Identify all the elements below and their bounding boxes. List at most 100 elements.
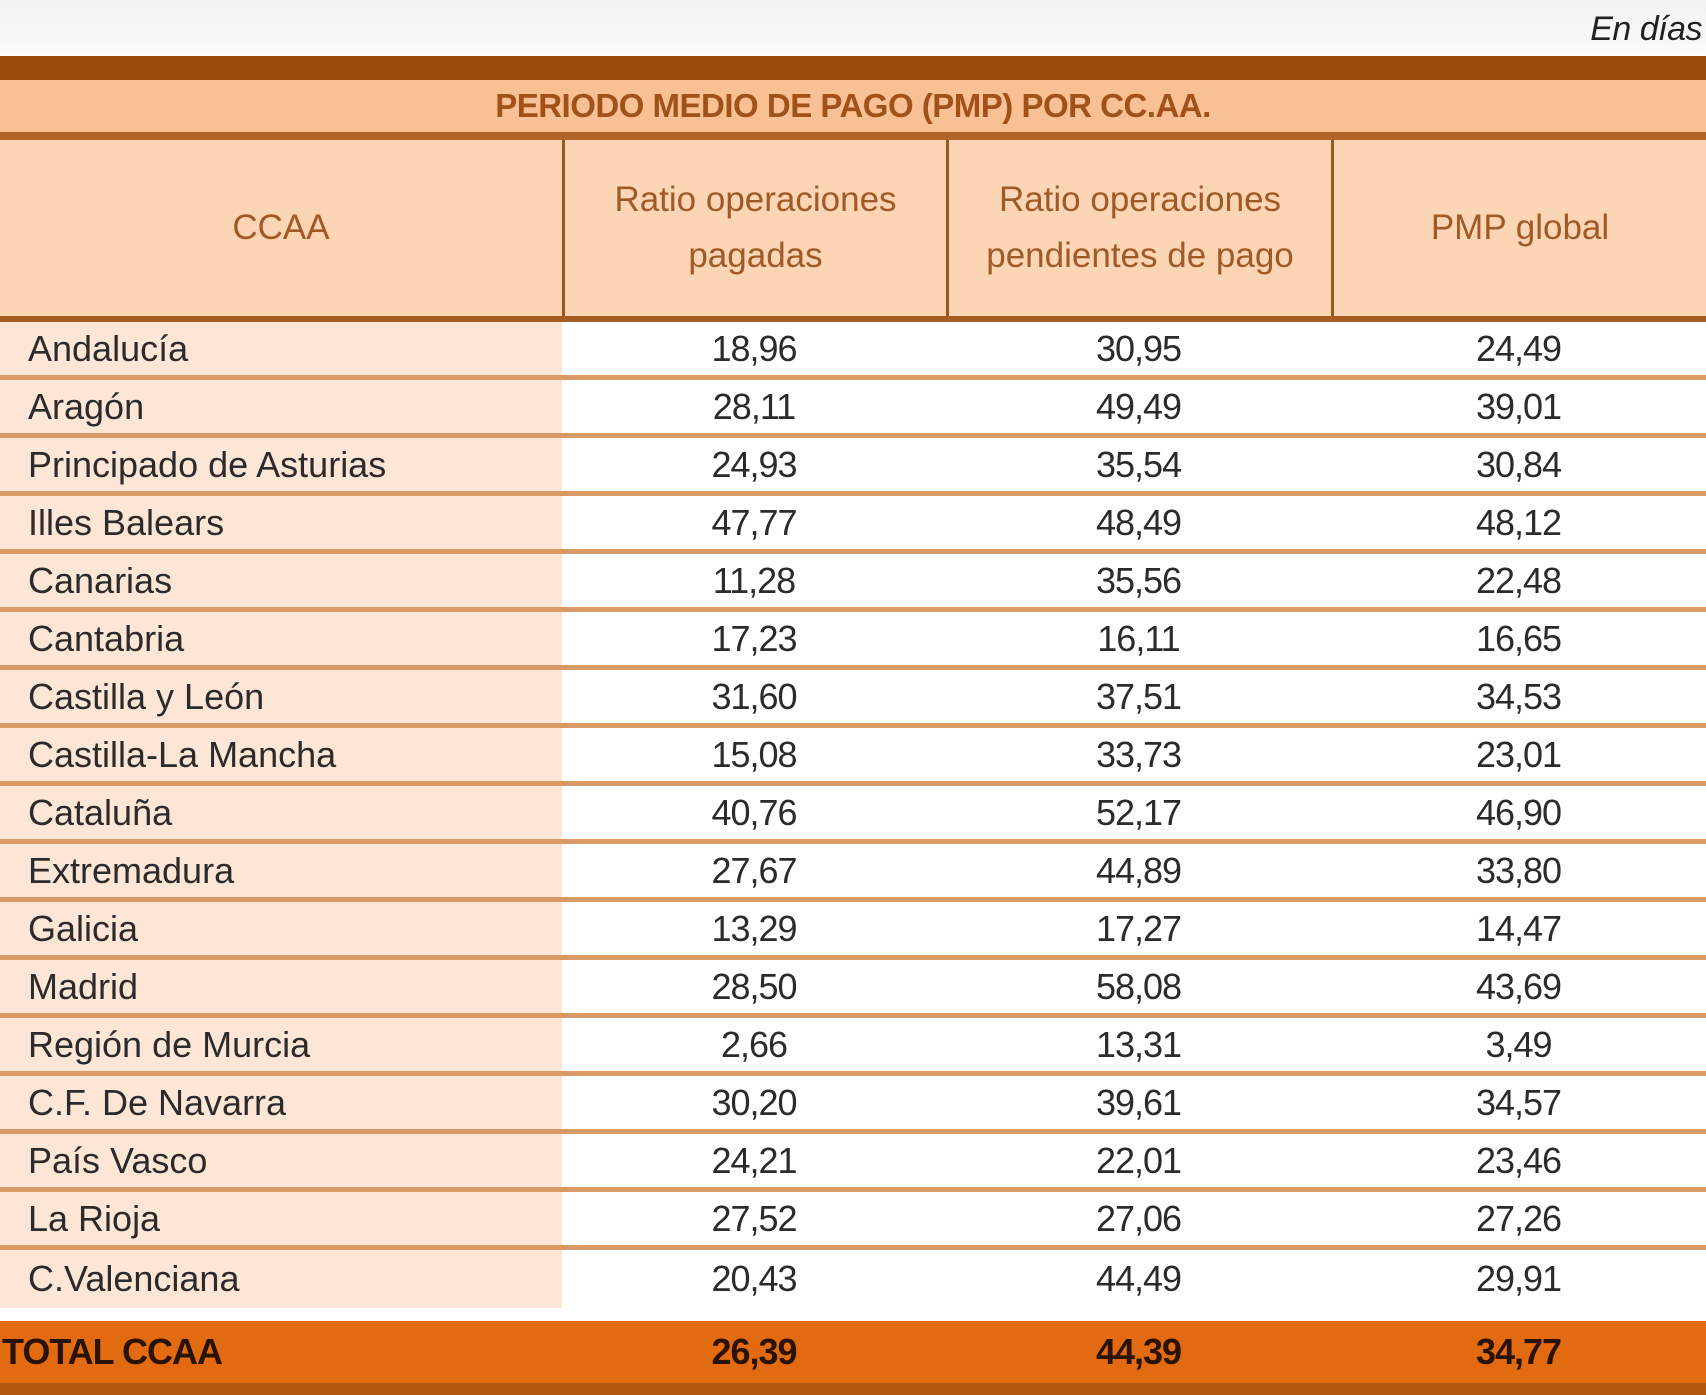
cell-pendientes: 49,49 [946, 380, 1331, 433]
cell-ccaa: Galicia [0, 902, 562, 955]
cell-ccaa: Castilla y León [0, 670, 562, 723]
header-ccaa: CCAA [232, 208, 330, 247]
cell-ccaa: Cantabria [0, 612, 562, 665]
cell-pmp: 16,65 [1331, 612, 1706, 665]
cell-pagadas: 47,77 [562, 496, 946, 549]
cell-pagadas: 27,52 [562, 1192, 946, 1245]
bottom-dark-band [0, 1383, 1706, 1395]
cell-pagadas: 2,66 [562, 1018, 946, 1071]
cell-pagadas: 13,29 [562, 902, 946, 955]
cell-pagadas: 28,11 [562, 380, 946, 433]
cell-pmp: 33,80 [1331, 844, 1706, 897]
cell-ccaa: País Vasco [0, 1134, 562, 1187]
table-body: Andalucía 18,96 30,95 24,49 Aragón 28,11 49,4… [0, 322, 1706, 1308]
cell-pmp: 23,46 [1331, 1134, 1706, 1187]
header-pmp-global: PMP global [1331, 140, 1706, 316]
cell-pmp: 23,01 [1331, 728, 1706, 781]
cell-pagadas: 24,21 [562, 1134, 946, 1187]
cell-pagadas: 11,28 [562, 554, 946, 607]
cell-ccaa: Canarias [0, 554, 562, 607]
cell-pmp: 29,91 [1331, 1250, 1706, 1308]
cell-pagadas: 24,93 [562, 438, 946, 491]
cell-pendientes: 16,11 [946, 612, 1331, 665]
table-row: Illes Balears 47,77 48,49 48,12 [0, 496, 1706, 554]
total-pendientes: 44,39 [1095, 1331, 1182, 1372]
total-pagadas: 26,39 [711, 1331, 797, 1372]
table-title-row: PERIODO MEDIO DE PAGO (PMP) POR CC.AA. [0, 80, 1706, 132]
total-label: TOTAL CCAA [2, 1331, 223, 1372]
top-dark-band [0, 56, 1706, 80]
cell-pmp: 34,57 [1331, 1076, 1706, 1129]
units-label: En días [1590, 10, 1702, 48]
table-row: Castilla-La Mancha 15,08 33,73 23,01 [0, 728, 1706, 786]
table-row: Aragón 28,11 49,49 39,01 [0, 380, 1706, 438]
header-ratio-pendientes: Ratio operaciones pendientes de pago [946, 140, 1331, 316]
cell-pagadas: 15,08 [562, 728, 946, 781]
cell-pmp: 27,26 [1331, 1192, 1706, 1245]
table-header-row: CCAA Ratio operaciones pagadas Ratio ope… [0, 140, 1706, 316]
header-separator [0, 316, 1706, 322]
cell-pendientes: 35,54 [946, 438, 1331, 491]
cell-pagadas: 17,23 [562, 612, 946, 665]
cell-pmp: 24,49 [1331, 322, 1706, 375]
cell-ccaa: Extremadura [0, 844, 562, 897]
table-row: Canarias 11,28 35,56 22,48 [0, 554, 1706, 612]
table-row: Castilla y León 31,60 37,51 34,53 [0, 670, 1706, 728]
cell-pendientes: 58,08 [946, 960, 1331, 1013]
cell-pmp: 14,47 [1331, 902, 1706, 955]
cell-pendientes: 37,51 [946, 670, 1331, 723]
cell-pendientes: 17,27 [946, 902, 1331, 955]
cell-pendientes: 52,17 [946, 786, 1331, 839]
cell-pendientes: 44,89 [946, 844, 1331, 897]
cell-ccaa: Madrid [0, 960, 562, 1013]
table-row: Galicia 13,29 17,27 14,47 [0, 902, 1706, 960]
cell-pmp: 46,90 [1331, 786, 1706, 839]
cell-pendientes: 44,49 [946, 1250, 1331, 1308]
table-row: Andalucía 18,96 30,95 24,49 [0, 322, 1706, 380]
cell-pagadas: 18,96 [562, 322, 946, 375]
header-ratio-pagadas: Ratio operaciones pagadas [562, 140, 946, 316]
cell-pmp: 34,53 [1331, 670, 1706, 723]
cell-ccaa: C.F. De Navarra [0, 1076, 562, 1129]
cell-pagadas: 31,60 [562, 670, 946, 723]
cell-pmp: 22,48 [1331, 554, 1706, 607]
table-row: Principado de Asturias 24,93 35,54 30,84 [0, 438, 1706, 496]
cell-pendientes: 48,49 [946, 496, 1331, 549]
cell-ccaa: Illes Balears [0, 496, 562, 549]
cell-pendientes: 30,95 [946, 322, 1331, 375]
cell-pmp: 39,01 [1331, 380, 1706, 433]
cell-pagadas: 40,76 [562, 786, 946, 839]
table-row: Cataluña 40,76 52,17 46,90 [0, 786, 1706, 844]
cell-ccaa: Andalucía [0, 322, 562, 375]
table-row: Región de Murcia 2,66 13,31 3,49 [0, 1018, 1706, 1076]
table-row: Extremadura 27,67 44,89 33,80 [0, 844, 1706, 902]
total-row: TOTAL CCAA 26,39 44,39 34,77 [0, 1321, 1706, 1383]
cell-pendientes: 27,06 [946, 1192, 1331, 1245]
table-row: C.F. De Navarra 30,20 39,61 34,57 [0, 1076, 1706, 1134]
table-row: La Rioja 27,52 27,06 27,26 [0, 1192, 1706, 1250]
title-separator [0, 132, 1706, 140]
table-row: País Vasco 24,21 22,01 23,46 [0, 1134, 1706, 1192]
top-band [0, 0, 1706, 56]
cell-pendientes: 33,73 [946, 728, 1331, 781]
cell-pmp: 30,84 [1331, 438, 1706, 491]
cell-ccaa: Región de Murcia [0, 1018, 562, 1071]
cell-pmp: 48,12 [1331, 496, 1706, 549]
cell-pmp: 3,49 [1331, 1018, 1706, 1071]
cell-pagadas: 28,50 [562, 960, 946, 1013]
cell-pendientes: 35,56 [946, 554, 1331, 607]
total-pmp: 34,77 [1475, 1331, 1562, 1372]
table-row: Madrid 28,50 58,08 43,69 [0, 960, 1706, 1018]
cell-pagadas: 20,43 [562, 1250, 946, 1308]
table-row: Cantabria 17,23 16,11 16,65 [0, 612, 1706, 670]
cell-ccaa: Cataluña [0, 786, 562, 839]
cell-ccaa: Aragón [0, 380, 562, 433]
cell-pendientes: 39,61 [946, 1076, 1331, 1129]
cell-pagadas: 27,67 [562, 844, 946, 897]
cell-pagadas: 30,20 [562, 1076, 946, 1129]
cell-ccaa: C.Valenciana [0, 1250, 562, 1308]
cell-ccaa: Principado de Asturias [0, 438, 562, 491]
cell-pendientes: 13,31 [946, 1018, 1331, 1071]
cell-pendientes: 22,01 [946, 1134, 1331, 1187]
table-title: PERIODO MEDIO DE PAGO (PMP) POR CC.AA. [495, 87, 1211, 124]
